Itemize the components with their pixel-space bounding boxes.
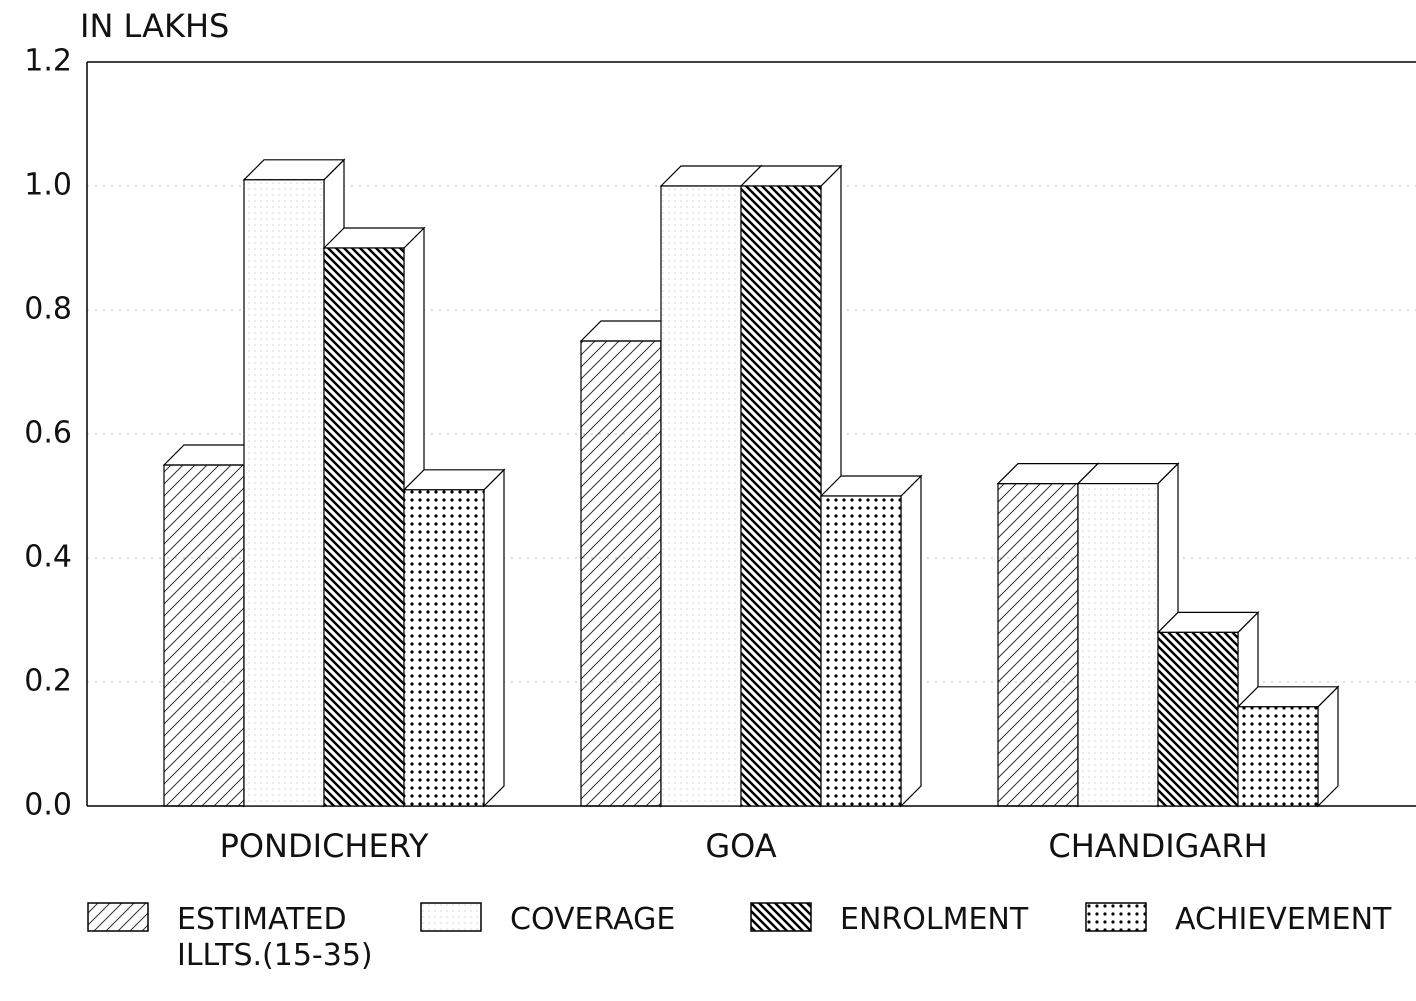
legend-swatch xyxy=(420,902,482,932)
legend-label: ESTIMATED ILLTS.(15-35) xyxy=(177,902,373,973)
y-tick-label: 0.0 xyxy=(24,788,72,823)
legend-swatch xyxy=(87,902,149,932)
bar xyxy=(580,340,662,807)
x-tick-label: GOA xyxy=(705,827,776,865)
bar xyxy=(820,495,902,807)
legend-swatch-box xyxy=(87,902,149,932)
bar-side xyxy=(1317,685,1339,808)
legend-label: COVERAGE xyxy=(510,902,676,937)
legend-swatch-box xyxy=(1085,902,1147,932)
bar xyxy=(1077,483,1159,807)
legend-swatch xyxy=(750,902,812,932)
legend-label: ENROLMENT xyxy=(840,902,1029,937)
legend-swatch xyxy=(1085,902,1147,932)
legend-label: ACHIEVEMENT xyxy=(1175,902,1392,937)
y-tick-label: 0.6 xyxy=(24,416,72,451)
legend-item: ESTIMATED ILLTS.(15-35) xyxy=(87,902,407,974)
y-tick-label: 0.2 xyxy=(24,664,72,699)
x-tick-label: CHANDIGARH xyxy=(1048,827,1267,865)
y-tick-label: 1.2 xyxy=(24,44,72,79)
bar xyxy=(243,179,325,807)
bar-side xyxy=(483,468,505,808)
bar xyxy=(997,483,1079,807)
bar xyxy=(740,185,822,807)
y-tick-label: 1.0 xyxy=(24,168,72,203)
bar xyxy=(323,247,405,807)
legend-swatch-box xyxy=(420,902,482,932)
legend-item: COVERAGE xyxy=(420,902,710,938)
bar xyxy=(1237,706,1319,807)
x-tick-label: PONDICHERY xyxy=(220,827,429,865)
bar xyxy=(163,464,245,807)
legend-swatch-box xyxy=(750,902,812,932)
bar xyxy=(403,489,485,807)
bar-side xyxy=(900,474,922,808)
bar xyxy=(660,185,742,807)
axis-title: IN LAKHS xyxy=(80,7,229,45)
y-tick-label: 0.4 xyxy=(24,540,72,575)
y-tick-label: 0.8 xyxy=(24,292,72,327)
bar xyxy=(1157,631,1239,807)
legend-item: ACHIEVEMENT xyxy=(1085,902,1416,938)
legend-item: ENROLMENT xyxy=(750,902,1060,938)
